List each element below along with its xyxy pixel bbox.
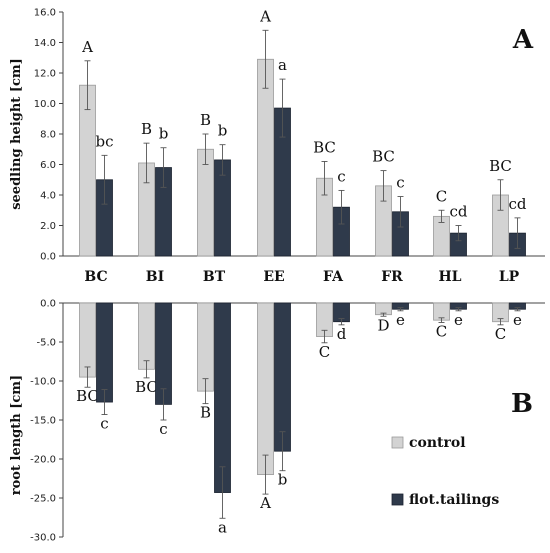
significance-label: B	[200, 404, 211, 422]
bar-control	[138, 302, 155, 370]
y-tick-label-b: -20.0	[30, 455, 56, 466]
y-tick-label-a: 14.0	[34, 38, 56, 49]
significance-label: BC	[135, 378, 158, 396]
significance-label: B	[200, 111, 211, 129]
category-label: FR	[381, 269, 403, 285]
significance-label: BC	[76, 387, 99, 405]
significance-label: C	[436, 323, 447, 341]
y-tick-label-a: 6.0	[40, 160, 56, 171]
significance-label: A	[259, 494, 271, 512]
significance-label: A	[81, 38, 93, 56]
y-tick-label-a: 2.0	[40, 221, 56, 232]
legend-swatch	[391, 436, 404, 449]
y-tick-label-b: -15.0	[30, 416, 56, 427]
y-tick-label-b: -10.0	[30, 377, 56, 388]
significance-label: b	[278, 471, 288, 489]
category-label: EE	[263, 269, 284, 285]
panel-label-a: A	[512, 25, 534, 55]
bar-control	[79, 84, 96, 257]
bar-control	[257, 302, 274, 476]
y-axis-label-b: root length [cm]	[9, 375, 24, 495]
panel-a-seedling-height: 0.0 2.0 4.0 6.0 8.0 10.0 12.0 14.0 16.0 seedling …	[9, 7, 545, 263]
significance-label: BC	[313, 138, 336, 156]
significance-label: c	[100, 415, 108, 433]
significance-label: BC	[372, 148, 395, 166]
category-label: BI	[146, 269, 164, 285]
panel-label-b: B	[511, 389, 533, 419]
significance-label: C	[436, 187, 447, 205]
y-tick-label-a: 8.0	[40, 130, 56, 141]
category-label: HL	[438, 269, 461, 285]
category-axis: BC BI BT EE FA FR HL LP	[84, 269, 519, 285]
significance-label: e	[396, 311, 405, 329]
bar-flot-tailings	[214, 302, 231, 493]
significance-label: c	[159, 420, 167, 438]
category-label: FA	[323, 269, 344, 285]
bar-flot-tailings	[96, 302, 113, 403]
significance-label: e	[454, 311, 463, 329]
significance-label: d	[337, 325, 347, 343]
category-label: BC	[84, 269, 107, 285]
y-tick-label-a: 4.0	[40, 191, 56, 202]
significance-label: cd	[508, 195, 526, 213]
significance-label: C	[319, 343, 330, 361]
significance-label: D	[377, 316, 389, 334]
significance-label: C	[495, 325, 506, 343]
significance-label: e	[513, 311, 522, 329]
significance-label: B	[141, 120, 152, 138]
y-tick-label-a: 16.0	[34, 8, 56, 19]
significance-label: bc	[95, 132, 113, 150]
legend-label: control	[409, 435, 466, 451]
legend-label: flot.tailings	[409, 492, 499, 508]
panel-b-root-length: 0.0 -5.0 -10.0 -15.0 -20.0 -25.0 -30.0 root len…	[9, 299, 545, 544]
y-tick-label-a: 10.0	[34, 99, 56, 110]
y-tick-label-b: -25.0	[30, 494, 56, 505]
bar-control	[257, 58, 274, 257]
legend: control flot.tailings	[391, 435, 499, 508]
y-axis-label-a: seedling height [cm]	[9, 58, 24, 210]
significance-label: c	[337, 167, 345, 185]
y-tick-label-b: -5.0	[36, 338, 56, 349]
significance-label: b	[159, 125, 169, 143]
significance-label: a	[218, 518, 227, 536]
category-label: BT	[203, 269, 226, 285]
bar-control	[197, 148, 214, 257]
significance-label: cd	[449, 203, 467, 221]
bar-control	[197, 302, 214, 392]
category-label: LP	[499, 269, 520, 285]
significance-label: BC	[489, 157, 512, 175]
significance-label: a	[278, 56, 287, 74]
y-tick-label-b: 0.0	[40, 299, 56, 310]
significance-label: A	[259, 7, 271, 25]
y-tick-label-a: 0.0	[40, 252, 56, 263]
bar-flot-tailings	[274, 302, 291, 452]
y-tick-label-a: 12.0	[34, 69, 56, 80]
legend-swatch	[391, 493, 404, 506]
significance-label: c	[396, 174, 404, 192]
y-tick-label-b: -30.0	[30, 533, 56, 544]
bar-control	[79, 302, 96, 378]
significance-label: b	[218, 122, 228, 140]
